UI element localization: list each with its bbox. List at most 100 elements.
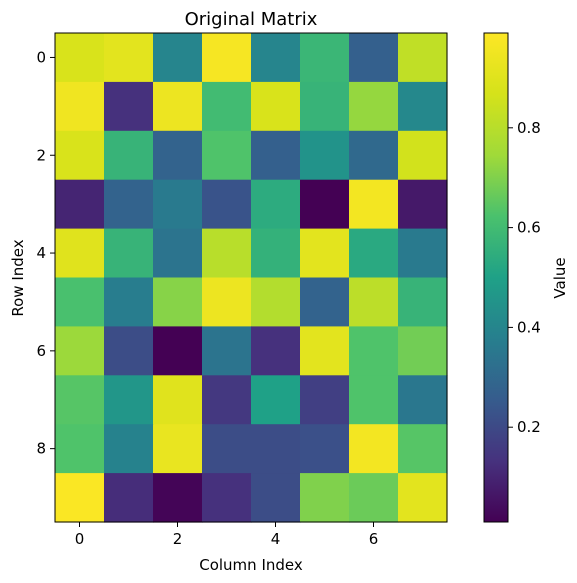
colorbar-label: Value (551, 257, 569, 298)
heatmap-cell (104, 179, 154, 230)
y-tick-label: 0 (36, 48, 46, 66)
heatmap-cell (349, 81, 399, 132)
chart-title: Original Matrix (185, 9, 318, 30)
heatmap-cell (55, 130, 105, 181)
heatmap-cell (104, 473, 154, 523)
heatmap-cell (202, 130, 252, 181)
heatmap-cell (398, 326, 448, 376)
heatmap-cell (104, 81, 154, 132)
heatmap-cell (398, 33, 448, 83)
x-axis-label: Column Index (199, 556, 303, 574)
heatmap-cell (202, 81, 252, 132)
heatmap-cell (251, 473, 301, 523)
heatmap-cell (251, 81, 301, 132)
colorbar-ticks: 0.2 0.4 0.6 0.8 (508, 119, 541, 436)
heatmap-cell (300, 424, 350, 474)
heatmap-cell (349, 424, 399, 474)
y-axis-label: Row Index (9, 239, 27, 316)
x-tick-label: 6 (369, 530, 379, 548)
heatmap-cell (300, 130, 350, 181)
heatmap-cell (55, 375, 105, 425)
heatmap-cell (55, 473, 105, 523)
heatmap-cell (104, 130, 154, 181)
heatmap-cell (398, 473, 448, 523)
heatmap-cell (349, 33, 399, 83)
heatmap-cell (55, 179, 105, 230)
heatmap-cell (104, 228, 154, 279)
heatmap-cell (398, 130, 448, 181)
heatmap-cell (349, 473, 399, 523)
heatmap-cell (251, 424, 301, 474)
heatmap-cell (300, 473, 350, 523)
heatmap-cell (153, 326, 203, 376)
colorbar-tick-label: 0.8 (517, 119, 541, 137)
heatmap-cell (202, 424, 252, 474)
x-tick-label: 0 (75, 530, 85, 548)
heatmap-cell (398, 375, 448, 425)
heatmap-cell (55, 424, 105, 474)
heatmap-cell (300, 277, 350, 327)
heatmap-cell (251, 326, 301, 376)
heatmap-cell (398, 424, 448, 474)
y-tick-label: 4 (36, 244, 46, 262)
heatmap-cell (202, 179, 252, 230)
heatmap-cell (153, 228, 203, 279)
x-axis: 0 2 4 6 (75, 522, 379, 548)
heatmap-cell (251, 277, 301, 327)
y-axis: 0 2 4 6 8 (36, 48, 55, 458)
heatmap-cell (202, 375, 252, 425)
heatmap-cell (300, 375, 350, 425)
heatmap-cell (349, 179, 399, 230)
heatmap-cell (153, 473, 203, 523)
x-tick-label: 4 (271, 530, 281, 548)
heatmap-cell (300, 81, 350, 132)
heatmap-cell (300, 33, 350, 83)
heatmap-cell (153, 277, 203, 327)
heatmap-cell (349, 326, 399, 376)
heatmap-cell (55, 81, 105, 132)
heatmap-cell (55, 277, 105, 327)
heatmap-cell (104, 277, 154, 327)
heatmap-cell (251, 375, 301, 425)
heatmap-cell (153, 375, 203, 425)
x-tick-label: 2 (173, 530, 183, 548)
heatmap-cell (153, 179, 203, 230)
colorbar-tick-label: 0.6 (517, 219, 541, 237)
heatmap-cells (55, 33, 448, 523)
heatmap-cell (55, 326, 105, 376)
heatmap-cell (300, 326, 350, 376)
heatmap-cell (153, 33, 203, 83)
heatmap-cell (349, 228, 399, 279)
heatmap-cell (55, 33, 105, 83)
heatmap-cell (398, 179, 448, 230)
heatmap-cell (153, 81, 203, 132)
heatmap-cell (349, 130, 399, 181)
y-tick-label: 2 (36, 146, 46, 164)
heatmap-cell (104, 326, 154, 376)
heatmap-cell (349, 375, 399, 425)
heatmap-cell (349, 277, 399, 327)
heatmap-cell (202, 228, 252, 279)
heatmap-cell (55, 228, 105, 279)
y-tick-label: 6 (36, 342, 46, 360)
heatmap-cell (398, 277, 448, 327)
heatmap-cell (398, 228, 448, 279)
heatmap-cell (153, 130, 203, 181)
plot-frame (54, 32, 448, 523)
heatmap-cell (202, 33, 252, 83)
heatmap-cell (251, 130, 301, 181)
colorbar-tick-label: 0.4 (517, 318, 541, 336)
heatmap-cell (300, 228, 350, 279)
heatmap-cell (300, 179, 350, 230)
colorbar (483, 32, 509, 523)
colorbar-tick-label: 0.2 (517, 418, 541, 436)
heatmap-cell (104, 375, 154, 425)
heatmap-cell (104, 33, 154, 83)
heatmap-cell (398, 81, 448, 132)
heatmap-cell (251, 179, 301, 230)
y-tick-label: 8 (36, 440, 46, 458)
heatmap-cell (153, 424, 203, 474)
heatmap-cell (251, 33, 301, 83)
heatmap-cell (202, 473, 252, 523)
